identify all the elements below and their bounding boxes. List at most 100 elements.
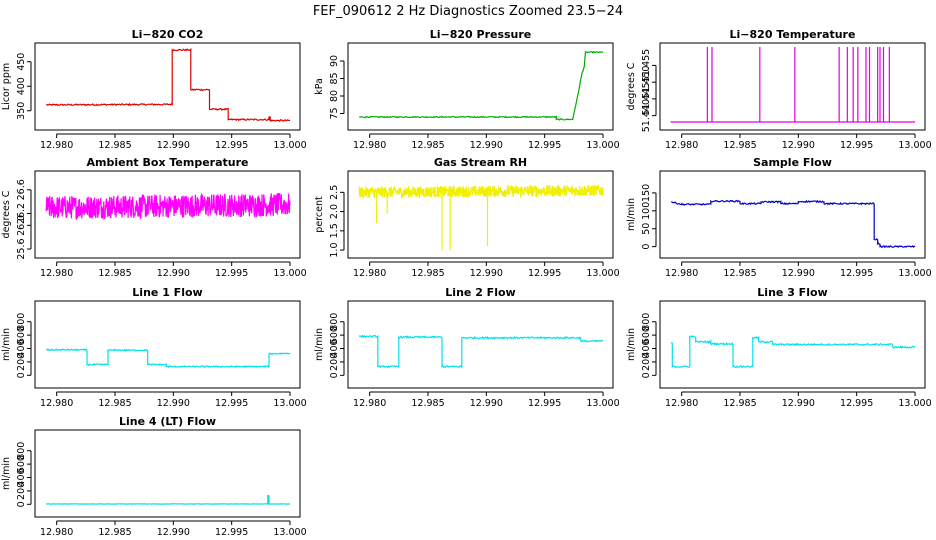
plot-frame [347,170,614,259]
y-tick-label: 51.450 [641,66,652,99]
panel-3: Li−820 Temperature degrees C 12.980 12.985 1… [626,28,932,151]
y-tick-label: 600 [16,455,27,473]
data-series [358,184,604,199]
x-tick-label: 12.990 [157,140,190,151]
x-tick-label: 12.980 [40,140,73,151]
x-tick-label: 12.985 [98,140,131,151]
y-tick-label: 400 [16,339,27,357]
panel-8: Line 2 Flow ml/min 12.980 12.985 12.990 12.99… [314,286,620,409]
panel-title: Line 4 (LT) Flow [119,415,216,428]
y-tick-label: 350 [16,102,27,120]
panel-title: Line 2 Flow [445,286,515,299]
y-axis-label: ml/min [626,328,637,361]
x-tick-label: 12.990 [470,268,503,279]
y-tick-label: 26.6 [16,179,27,200]
plot-frame [659,300,926,389]
y-tick-label: 26.0 [16,215,27,236]
panels-container: Li−820 CO2 Licor ppm 12.980 12.985 12.990 12.… [1,28,932,538]
panel-title: Ambient Box Temperature [87,156,249,169]
x-tick-label: 12.990 [782,398,815,409]
x-tick-label: 12.990 [470,140,503,151]
y-tick-label: 800 [16,442,27,460]
panel-title: Line 3 Flow [757,286,827,299]
y-tick-label: 200 [16,353,27,371]
x-tick-label: 12.980 [353,140,386,151]
x-tick-label: 13.000 [273,398,306,409]
x-tick-label: 12.990 [470,398,503,409]
y-tick-label: 800 [329,313,340,331]
plot-frame [347,42,614,131]
x-tick-label: 12.985 [411,268,444,279]
y-axis-label: percent [314,196,325,233]
y-tick-label: 0 [16,501,27,507]
x-tick-label: 12.985 [411,398,444,409]
panel-title: Sample Flow [753,156,832,169]
y-tick-label: 0 [641,372,652,378]
panel-9: Line 3 Flow ml/min 12.980 12.985 12.990 12.99… [626,286,932,409]
y-tick-label: 450 [16,53,27,71]
y-axis-label: Licor ppm [1,63,12,110]
y-tick-label: 100 [641,202,652,220]
data-series [358,334,604,369]
data-series [359,50,604,121]
data-series [671,199,916,249]
x-tick-label: 12.985 [98,398,131,409]
x-tick-label: 12.990 [782,140,815,151]
y-tick-label: 85 [329,72,340,84]
y-tick-label: 200 [329,353,340,371]
x-tick-label: 13.000 [898,140,931,151]
y-tick-label: 26.2 [16,203,27,224]
y-tick-label: 0 [641,244,652,250]
x-tick-label: 13.000 [586,140,619,151]
x-tick-label: 13.000 [586,268,619,279]
plot-frame [34,300,301,389]
panel-10: Line 4 (LT) Flow ml/min 12.980 12.985 12.990… [1,415,307,538]
panel-5: Gas Stream RH percent 12.980 12.985 12.990 12… [314,156,620,279]
x-tick-label: 13.000 [273,527,306,538]
x-tick-label: 12.985 [723,268,756,279]
x-tick-label: 12.980 [40,268,73,279]
y-axis-label: degrees C [1,190,12,238]
data-series [670,335,916,369]
y-tick-label: 90 [329,55,340,67]
x-tick-label: 12.980 [40,398,73,409]
y-tick-label: 2.5 [329,185,340,200]
panel-title: Line 1 Flow [132,286,202,299]
x-tick-label: 12.980 [665,140,698,151]
y-tick-label: 51.440 [641,99,652,132]
y-axis-label: degrees C [626,62,637,110]
x-tick-label: 12.985 [723,140,756,151]
x-tick-label: 13.000 [273,268,306,279]
panel-title: Gas Stream RH [434,156,527,169]
x-tick-label: 13.000 [273,140,306,151]
y-tick-label: 75 [329,107,340,119]
y-tick-label: 800 [16,313,27,331]
x-tick-label: 12.980 [40,527,73,538]
panel-1: Li−820 CO2 Licor ppm 12.980 12.985 12.990 12.… [1,28,307,151]
y-tick-label: 0 [329,372,340,378]
y-tick-label: 400 [329,339,340,357]
y-tick-label: 51.455 [641,49,652,82]
plot-frame [34,42,301,131]
panel-title: Li−820 CO2 [132,28,204,41]
plot-frame [347,300,614,389]
y-axis-label: kPa [314,78,325,95]
x-tick-label: 13.000 [586,398,619,409]
x-tick-label: 12.990 [157,268,190,279]
x-tick-label: 12.980 [665,268,698,279]
y-tick-label: 800 [641,313,652,331]
x-tick-label: 12.995 [840,398,873,409]
y-axis-label: ml/min [1,457,12,490]
panel-6: Sample Flow ml/min 12.980 12.985 12.990 12.99… [626,156,932,279]
x-tick-label: 13.000 [898,398,931,409]
y-tick-label: 51.445 [641,82,652,115]
x-tick-label: 12.980 [353,268,386,279]
y-axis-label: ml/min [1,328,12,361]
x-tick-label: 12.990 [782,268,815,279]
y-tick-label: 200 [641,353,652,371]
data-series [46,494,291,505]
x-tick-label: 12.985 [723,398,756,409]
y-tick-label: 400 [641,339,652,357]
